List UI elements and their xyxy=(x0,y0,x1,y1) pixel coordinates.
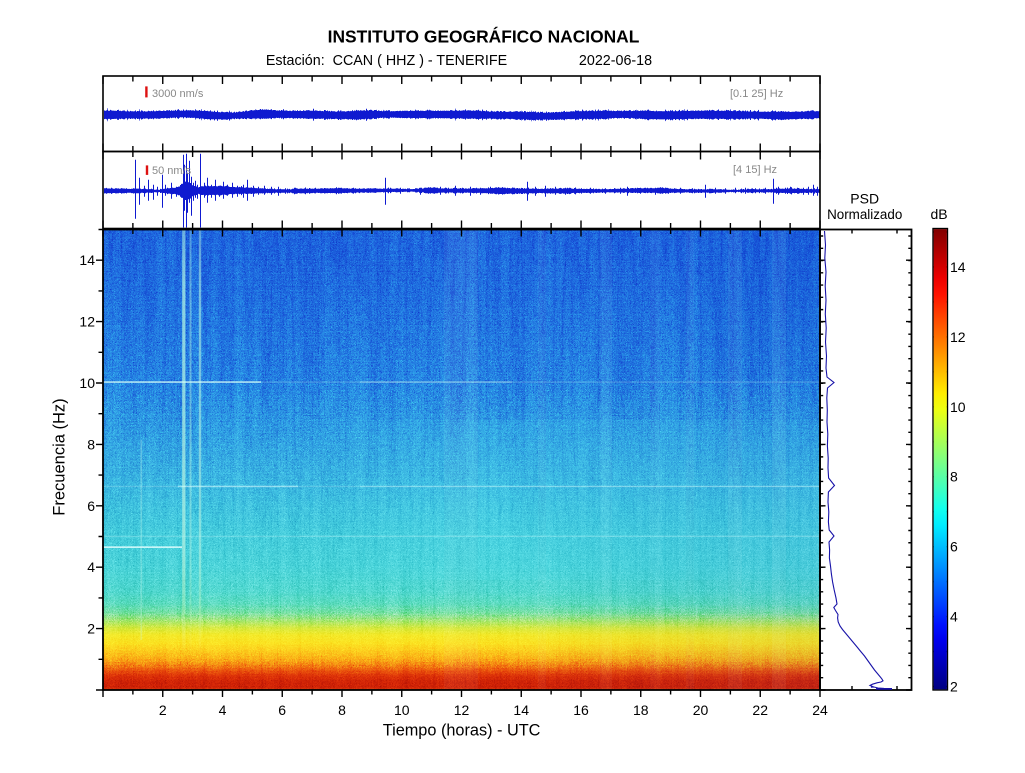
svg-text:4: 4 xyxy=(87,559,95,575)
svg-text:Tiempo (horas) - UTC: Tiempo (horas) - UTC xyxy=(383,722,541,740)
svg-text:4: 4 xyxy=(950,609,958,625)
svg-text:4: 4 xyxy=(219,702,227,718)
svg-text:6: 6 xyxy=(87,498,95,514)
svg-text:[4 15] Hz: [4 15] Hz xyxy=(733,164,777,176)
svg-text:12: 12 xyxy=(79,314,95,330)
svg-text:8: 8 xyxy=(87,436,95,452)
svg-text:14: 14 xyxy=(79,252,95,268)
svg-text:2: 2 xyxy=(159,702,167,718)
svg-text:20: 20 xyxy=(693,702,709,718)
svg-text:Normalizado: Normalizado xyxy=(827,207,902,222)
svg-text:2: 2 xyxy=(87,621,95,637)
svg-text:24: 24 xyxy=(812,702,828,718)
svg-text:16: 16 xyxy=(573,702,589,718)
svg-text:2022-06-18: 2022-06-18 xyxy=(579,53,652,69)
svg-text:14: 14 xyxy=(950,259,966,275)
svg-text:Frecuencia (Hz): Frecuencia (Hz) xyxy=(51,398,69,515)
svg-text:6: 6 xyxy=(278,702,286,718)
svg-text:18: 18 xyxy=(633,702,649,718)
svg-text:3000 nm/s: 3000 nm/s xyxy=(152,88,204,100)
svg-text:[0.1 25] Hz: [0.1 25] Hz xyxy=(730,88,783,100)
svg-text:6: 6 xyxy=(950,539,958,555)
svg-text:2: 2 xyxy=(950,679,958,695)
svg-text:12: 12 xyxy=(950,329,966,345)
svg-text:dB: dB xyxy=(931,206,948,222)
svg-text:10: 10 xyxy=(950,399,966,415)
svg-text:14: 14 xyxy=(513,702,529,718)
svg-text:10: 10 xyxy=(79,375,95,391)
svg-text:PSD: PSD xyxy=(850,191,879,207)
svg-text:8: 8 xyxy=(338,702,346,718)
svg-text:Estación: CCAN ( HHZ ) - TENE: Estación: CCAN ( HHZ ) - TENERIFE xyxy=(266,53,507,69)
svg-text:8: 8 xyxy=(950,469,958,485)
svg-text:12: 12 xyxy=(454,702,470,718)
svg-text:50 nm/s: 50 nm/s xyxy=(152,165,192,177)
svg-text:22: 22 xyxy=(752,702,768,718)
svg-text:INSTITUTO GEOGRÁFICO NACIONAL: INSTITUTO GEOGRÁFICO NACIONAL xyxy=(328,27,640,47)
svg-text:10: 10 xyxy=(394,702,410,718)
